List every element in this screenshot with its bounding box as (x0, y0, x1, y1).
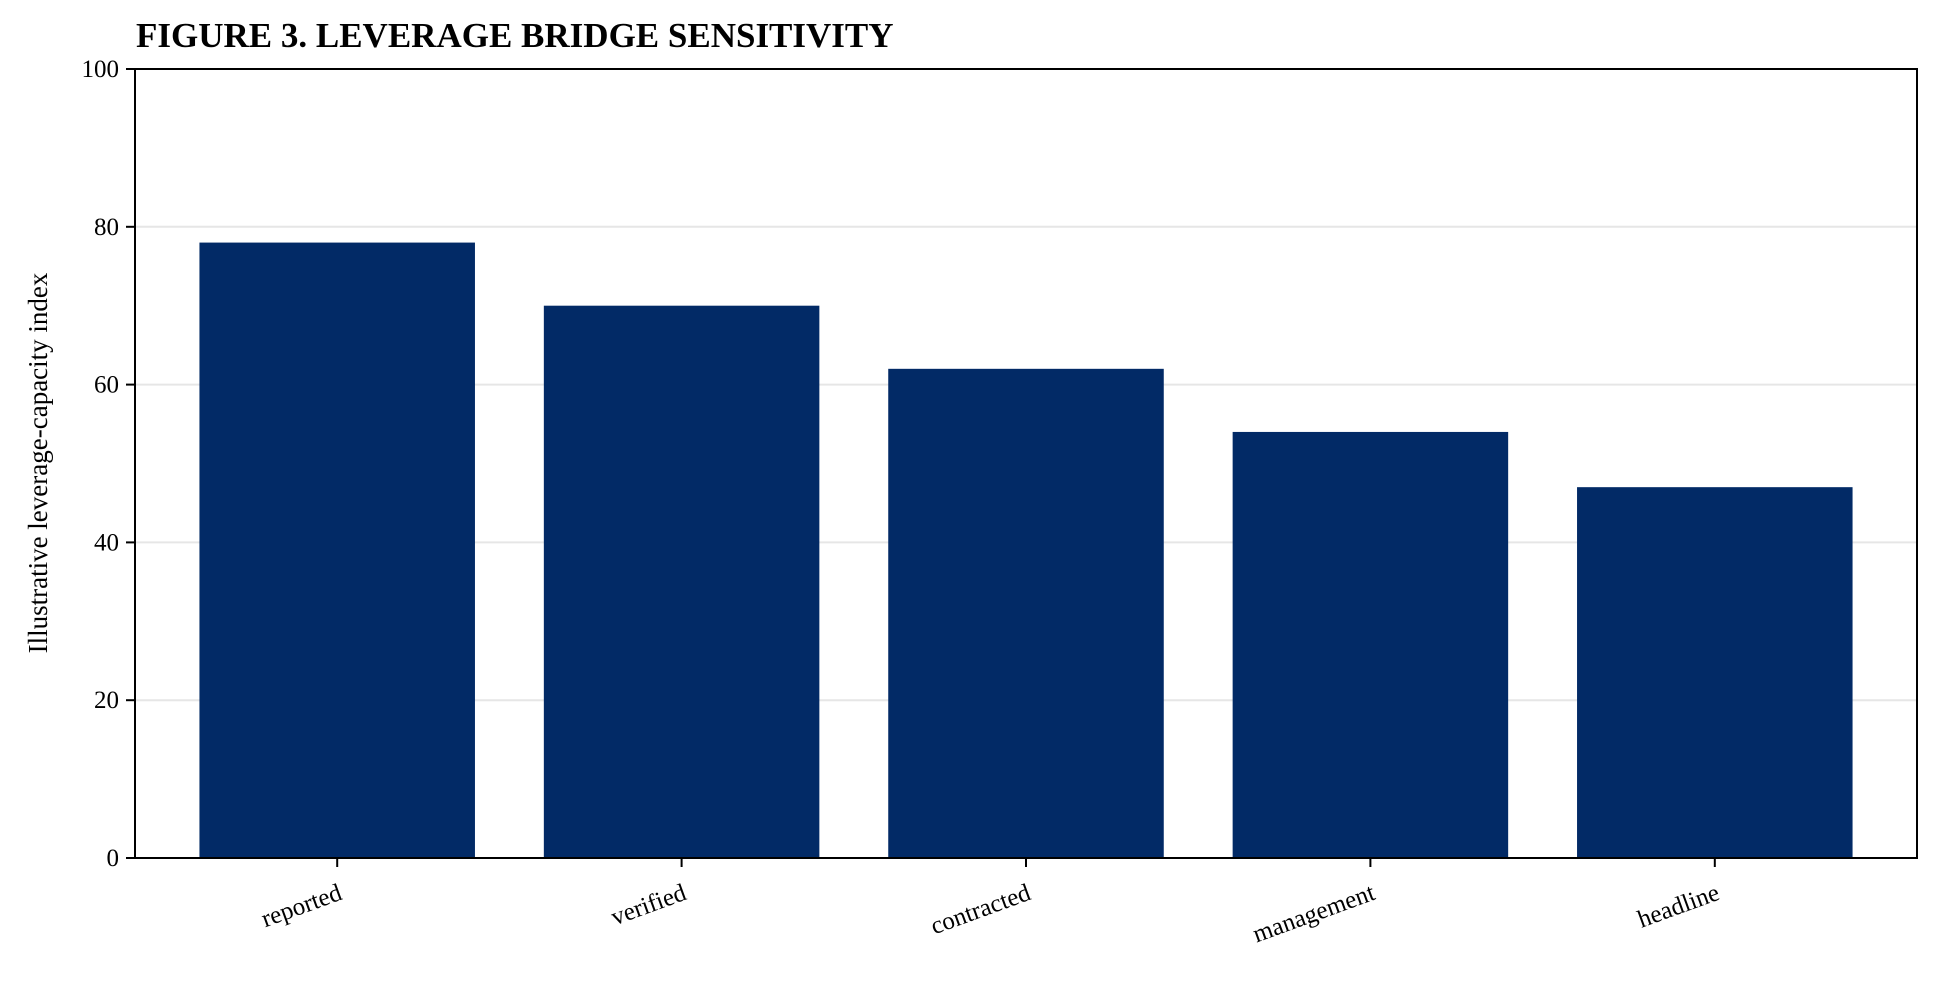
y-tick-label: 40 (94, 529, 119, 556)
x-tick-label-contracted: contracted (927, 879, 1035, 940)
y-tick-label: 0 (107, 845, 120, 872)
y-tick-label: 20 (94, 687, 119, 714)
bars (199, 242, 1853, 858)
bar-reported (199, 242, 475, 858)
y-tick-label: 100 (82, 56, 120, 83)
x-tick-label-headline: headline (1634, 879, 1723, 933)
y-axis-label: Illustrative leverage-capacity index (23, 272, 53, 653)
bar-verified (543, 305, 820, 858)
x-tick-label-reported: reported (258, 879, 346, 933)
bar-management (1232, 431, 1509, 858)
x-tick-label-management: management (1249, 879, 1378, 948)
x-tick-label-verified: verified (608, 879, 691, 931)
bar-headline (1577, 487, 1853, 858)
y-tick-label: 80 (94, 214, 119, 241)
chart-title: FIGURE 3. LEVERAGE BRIDGE SENSITIVITY (136, 16, 894, 55)
y-axis-ticks: 0 20 40 60 80 100 (82, 56, 135, 872)
bar-contracted (888, 368, 1164, 858)
y-tick-label: 60 (94, 372, 119, 399)
x-axis-ticks: reported verified contracted management head… (258, 858, 1723, 948)
